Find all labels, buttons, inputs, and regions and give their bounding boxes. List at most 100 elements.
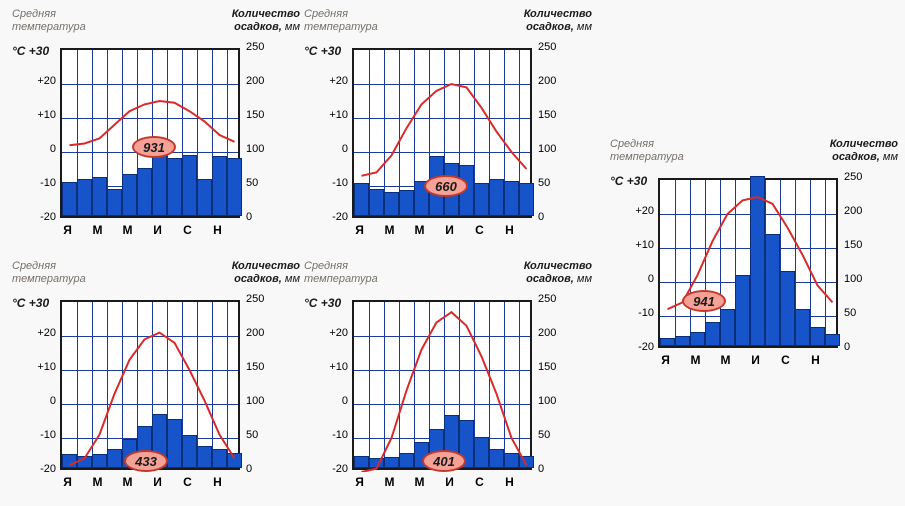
- y-right-tick: 0: [538, 463, 566, 475]
- temp-unit-label: °C +30: [12, 296, 49, 310]
- y-right-tick: 250: [538, 41, 566, 53]
- temp-axis-title: Средняятемпература: [610, 138, 684, 164]
- climate-chart: Средняятемпература Количествоосадков, мм °…: [608, 138, 898, 378]
- y-right-tick: 150: [844, 239, 872, 251]
- total-badge: 660: [424, 175, 468, 197]
- y-left-tick: -10: [28, 177, 56, 189]
- y-left-tick: -10: [320, 177, 348, 189]
- precip-axis-title: Количествоосадков, мм: [830, 138, 898, 164]
- x-tick: Я: [60, 475, 76, 489]
- y-left-tick: -10: [626, 307, 654, 319]
- x-tick: С: [472, 475, 488, 489]
- precip-axis-title: Количествоосадков, мм: [232, 8, 300, 34]
- y-left-tick: -20: [28, 463, 56, 475]
- x-tick: Я: [658, 353, 674, 367]
- y-left-tick: -20: [626, 341, 654, 353]
- y-right-tick: 100: [844, 273, 872, 285]
- plot-area: 660: [352, 48, 532, 218]
- total-badge: 433: [124, 450, 168, 472]
- precip-axis-title: Количествоосадков, мм: [232, 260, 300, 286]
- y-right-tick: 200: [246, 75, 274, 87]
- x-tick: Я: [60, 223, 76, 237]
- temp-curve: [62, 50, 242, 220]
- y-left-tick: -10: [320, 429, 348, 441]
- y-right-tick: 50: [844, 307, 872, 319]
- y-left-tick: 0: [626, 273, 654, 285]
- x-tick: М: [718, 353, 734, 367]
- y-left-tick: +20: [626, 205, 654, 217]
- y-right-tick: 100: [246, 143, 274, 155]
- x-tick: С: [180, 475, 196, 489]
- temp-unit-label: °C +30: [12, 44, 49, 58]
- x-tick: М: [412, 223, 428, 237]
- x-tick: М: [688, 353, 704, 367]
- y-right-tick: 0: [246, 463, 274, 475]
- y-right-tick: 0: [538, 211, 566, 223]
- temp-axis-title: Средняятемпература: [304, 8, 378, 34]
- temp-unit-label: °C +30: [304, 296, 341, 310]
- y-right-tick: 100: [538, 143, 566, 155]
- y-left-tick: +20: [320, 327, 348, 339]
- temp-axis-title: Средняятемпература: [12, 8, 86, 34]
- temp-unit-label: °C +30: [304, 44, 341, 58]
- plot-area: 931: [60, 48, 240, 218]
- total-badge: 941: [682, 290, 726, 312]
- y-right-tick: 0: [246, 211, 274, 223]
- y-left-tick: -20: [320, 463, 348, 475]
- x-tick: Н: [502, 223, 518, 237]
- x-tick: С: [778, 353, 794, 367]
- temp-axis-title: Средняятемпература: [304, 260, 378, 286]
- y-left-tick: +10: [626, 239, 654, 251]
- x-tick: Н: [210, 475, 226, 489]
- x-tick: С: [472, 223, 488, 237]
- y-right-tick: 250: [844, 171, 872, 183]
- y-right-tick: 50: [246, 177, 274, 189]
- climate-chart: СредняятемператураКоличествоосадков, мм°…: [302, 8, 592, 248]
- x-tick: С: [180, 223, 196, 237]
- climate-chart: Средняятемпература Количествоосадков, мм °…: [302, 260, 592, 500]
- y-left-tick: -20: [28, 211, 56, 223]
- y-right-tick: 50: [538, 177, 566, 189]
- y-left-tick: +20: [320, 75, 348, 87]
- plot-area: 433: [60, 300, 240, 470]
- y-left-tick: +20: [28, 327, 56, 339]
- y-left-tick: +10: [320, 109, 348, 121]
- x-tick: И: [442, 223, 458, 237]
- y-left-tick: +10: [320, 361, 348, 373]
- y-right-tick: 200: [246, 327, 274, 339]
- y-right-tick: 100: [246, 395, 274, 407]
- y-right-tick: 200: [538, 327, 566, 339]
- plot-area: 941: [658, 178, 838, 348]
- y-right-tick: 0: [844, 341, 872, 353]
- temp-axis-title: Средняятемпература: [12, 260, 86, 286]
- y-right-tick: 50: [246, 429, 274, 441]
- y-right-tick: 250: [246, 41, 274, 53]
- y-right-tick: 100: [538, 395, 566, 407]
- x-tick: И: [150, 475, 166, 489]
- x-tick: И: [442, 475, 458, 489]
- temp-unit-label: °C +30: [610, 174, 647, 188]
- y-left-tick: 0: [28, 143, 56, 155]
- y-right-tick: 150: [246, 109, 274, 121]
- y-left-tick: +20: [28, 75, 56, 87]
- y-left-tick: 0: [320, 143, 348, 155]
- y-right-tick: 200: [844, 205, 872, 217]
- y-left-tick: +10: [28, 361, 56, 373]
- total-badge: 401: [422, 450, 466, 472]
- x-tick: М: [382, 223, 398, 237]
- x-tick: М: [382, 475, 398, 489]
- x-tick: М: [412, 475, 428, 489]
- climate-chart: Средняятемпература Количествоосадков, мм °…: [10, 260, 300, 500]
- y-left-tick: -10: [28, 429, 56, 441]
- x-tick: Н: [808, 353, 824, 367]
- y-left-tick: 0: [320, 395, 348, 407]
- total-badge: 931: [132, 136, 176, 158]
- precip-axis-title: Количествоосадков, мм: [524, 260, 592, 286]
- temp-curve: [660, 180, 840, 350]
- plot-area: 401: [352, 300, 532, 470]
- temp-curve: [354, 302, 534, 472]
- x-tick: М: [90, 475, 106, 489]
- y-left-tick: +10: [28, 109, 56, 121]
- y-right-tick: 250: [246, 293, 274, 305]
- x-tick: И: [150, 223, 166, 237]
